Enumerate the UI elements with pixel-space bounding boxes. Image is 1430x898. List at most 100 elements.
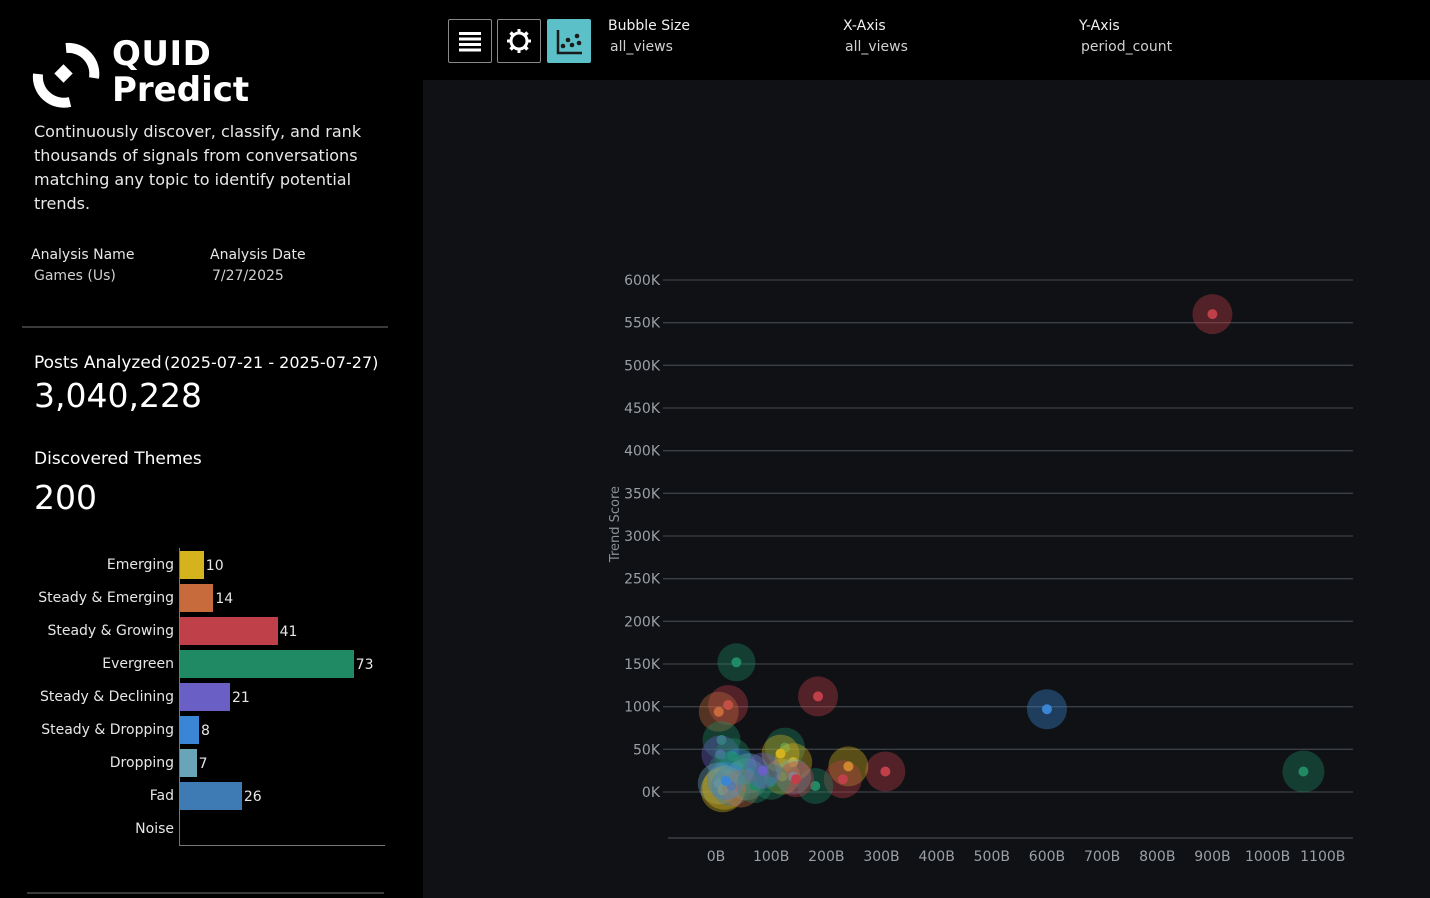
bubble-center xyxy=(749,780,760,791)
bar-chart-axis xyxy=(179,548,180,846)
bubble-center xyxy=(723,699,734,710)
bubble-center xyxy=(733,761,744,772)
bubble-point[interactable] xyxy=(702,720,741,759)
bubble-size-select[interactable]: all_views xyxy=(610,39,673,55)
sidebar: QUID Predict Continuously discover, clas… xyxy=(0,0,423,898)
x-tick-label: 100B xyxy=(753,849,789,865)
bubble-point[interactable] xyxy=(798,676,839,717)
analysis-date-label: Analysis Date xyxy=(210,247,306,263)
bubble-point[interactable] xyxy=(823,760,862,799)
x-tick-label: 200B xyxy=(808,849,844,865)
theme-category-row[interactable]: Steady & Growing 41 xyxy=(0,617,423,645)
scatter-view-button[interactable] xyxy=(547,19,591,63)
bubble-point[interactable] xyxy=(701,735,740,774)
x-tick-label: 1100B xyxy=(1300,849,1345,865)
bubble-center xyxy=(715,749,726,760)
bubble-center xyxy=(1041,704,1052,715)
x-axis-label: X-Axis xyxy=(843,18,886,34)
bubble-center xyxy=(717,785,728,796)
x-tick-label: 1000B xyxy=(1245,849,1290,865)
theme-category-count: 14 xyxy=(215,591,234,607)
bubble-point[interactable] xyxy=(777,761,814,798)
theme-category-count: 7 xyxy=(198,756,208,772)
bubble-center xyxy=(730,769,741,780)
y-tick-label: 100K xyxy=(624,700,661,716)
bubble-point[interactable] xyxy=(698,691,739,732)
bubble-point[interactable] xyxy=(725,758,768,801)
list-view-button[interactable] xyxy=(448,19,492,63)
bubble-center xyxy=(788,757,799,768)
y-axis-label: Y-Axis xyxy=(1079,18,1120,34)
y-tick-label: 350K xyxy=(624,486,661,502)
bubble-center xyxy=(880,766,891,777)
x-tick-label: 300B xyxy=(863,849,899,865)
theme-category-row[interactable]: Steady & Declining 21 xyxy=(0,683,423,711)
x-tick-label: 900B xyxy=(1194,849,1230,865)
bubble-center xyxy=(810,781,821,792)
bubble-center xyxy=(777,771,788,782)
quid-logo-icon xyxy=(32,42,100,108)
theme-category-row[interactable]: Steady & Emerging 14 xyxy=(0,584,423,612)
bubble-point[interactable] xyxy=(797,768,834,805)
bubble-point[interactable] xyxy=(721,769,760,808)
x-tick-label: 600B xyxy=(1029,849,1065,865)
theme-category-row[interactable]: Noise xyxy=(0,815,423,843)
discovered-themes-label: Discovered Themes xyxy=(34,449,202,469)
bubble-point[interactable] xyxy=(744,752,781,789)
bubble-center xyxy=(766,776,777,787)
theme-category-label: Evergreen xyxy=(102,656,174,672)
analysis-date-value: 7/27/2025 xyxy=(212,268,284,284)
bubble-point[interactable] xyxy=(736,767,773,804)
theme-category-bar[interactable] xyxy=(180,584,214,612)
bubble-point[interactable] xyxy=(706,761,745,800)
gear-icon xyxy=(507,29,531,53)
bubble-point[interactable] xyxy=(1282,750,1325,793)
y-axis-select[interactable]: period_count xyxy=(1081,39,1173,55)
settings-button[interactable] xyxy=(497,19,541,63)
chart-panel: 0K 50K 100K 150K 200K 250K 300K 350K 400K 450K 500… xyxy=(423,80,1430,898)
theme-category-row[interactable]: Emerging 10 xyxy=(0,551,423,579)
scatter-plot-icon xyxy=(556,30,582,55)
y-tick-label: 0K xyxy=(642,785,661,801)
bubble-point[interactable] xyxy=(774,743,813,782)
x-tick-label: 400B xyxy=(918,849,954,865)
theme-category-bar[interactable] xyxy=(180,683,230,711)
theme-category-label: Emerging xyxy=(106,557,174,573)
bubble-center xyxy=(843,761,854,772)
x-tick-label: 0B xyxy=(707,849,726,865)
bubble-point[interactable] xyxy=(828,746,869,787)
y-tick-label: 200K xyxy=(624,614,661,630)
bubble-point[interactable] xyxy=(700,768,745,813)
theme-category-label: Dropping xyxy=(109,755,174,771)
theme-category-row[interactable]: Evergreen 73 xyxy=(0,650,423,678)
bubble-center xyxy=(731,657,742,668)
bubble-center xyxy=(837,774,848,785)
bar-chart-baseline xyxy=(179,845,385,846)
theme-category-bar[interactable] xyxy=(180,617,278,645)
theme-category-label: Steady & Growing xyxy=(47,623,174,639)
divider xyxy=(27,892,384,894)
theme-category-bar[interactable] xyxy=(180,650,354,678)
theme-category-bar[interactable] xyxy=(180,551,204,579)
theme-category-bar[interactable] xyxy=(180,749,197,777)
theme-category-bar[interactable] xyxy=(180,716,200,744)
bubble-point[interactable] xyxy=(865,751,906,792)
bubble-point[interactable] xyxy=(1192,294,1233,335)
y-tick-label: 550K xyxy=(624,316,661,332)
theme-category-bar[interactable] xyxy=(180,782,242,810)
analysis-name-label: Analysis Name xyxy=(31,247,135,263)
y-tick-label: 450K xyxy=(624,401,661,417)
brand-name: QUID xyxy=(112,34,212,74)
theme-category-row[interactable]: Dropping 7 xyxy=(0,749,423,777)
bubble-point[interactable] xyxy=(1026,689,1067,730)
theme-category-row[interactable]: Steady & Dropping 8 xyxy=(0,716,423,744)
x-tick-label: 700B xyxy=(1084,849,1120,865)
bubble-point[interactable] xyxy=(717,643,756,682)
x-axis-select[interactable]: all_views xyxy=(845,39,908,55)
theme-category-row[interactable]: Fad 26 xyxy=(0,782,423,810)
y-axis-title: Trend Score xyxy=(608,486,623,563)
list-icon xyxy=(459,32,481,52)
theme-category-label: Fad xyxy=(149,788,174,804)
y-tick-label: 300K xyxy=(624,529,661,545)
bubble-center xyxy=(713,706,724,717)
